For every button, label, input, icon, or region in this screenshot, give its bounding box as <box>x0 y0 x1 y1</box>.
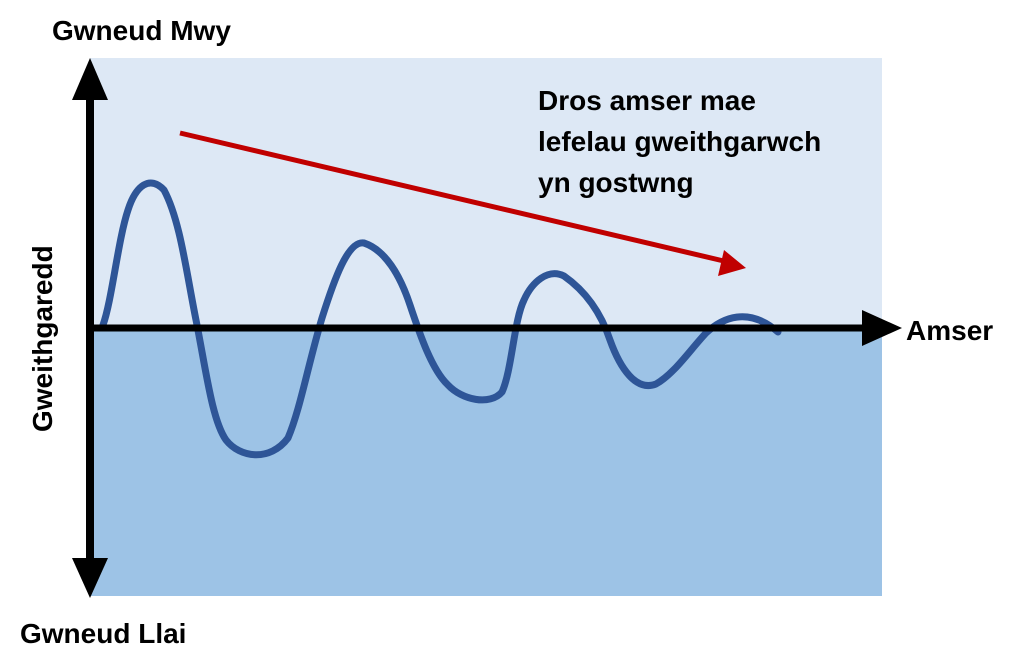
trend-note-line-3: yn gostwng <box>538 167 694 198</box>
trend-note-line-2: lefelau gweithgarwch <box>538 126 821 157</box>
trend-arrowhead <box>718 250 746 276</box>
trend-arrow <box>179 130 729 265</box>
trend-note: Dros amser mae lefelau gweithgarwch yn g… <box>538 85 829 198</box>
x-axis-arrowhead <box>862 310 902 346</box>
activity-wave <box>99 179 782 459</box>
y-axis-down-arrowhead <box>72 558 108 598</box>
y-axis-label: Gweithgaredd <box>27 245 58 432</box>
x-axis-label: Amser <box>906 315 993 346</box>
bottom-label: Gwneud Llai <box>20 618 186 649</box>
trend-note-line-1: Dros amser mae <box>538 85 756 116</box>
y-axis-up-arrowhead <box>72 58 108 100</box>
top-label: Gwneud Mwy <box>52 15 231 46</box>
lower-region <box>90 328 882 596</box>
upper-region <box>90 58 882 328</box>
